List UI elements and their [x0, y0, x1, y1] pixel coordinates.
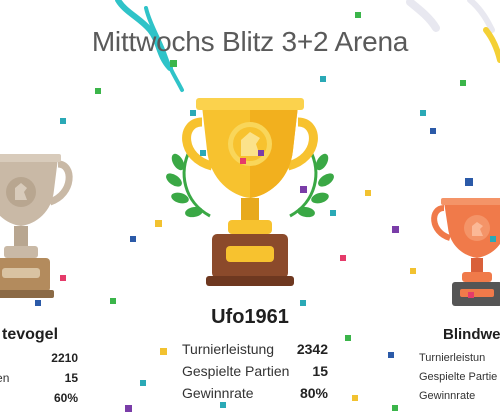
- stat-label: Gespielte Partien: [182, 363, 290, 379]
- confetti-piece: [340, 255, 346, 261]
- confetti-piece: [130, 236, 136, 242]
- confetti-piece: [410, 268, 416, 274]
- confetti-piece: [110, 298, 116, 304]
- stat-label: Gewinnrate: [182, 385, 254, 401]
- confetti-piece: [60, 275, 66, 281]
- player-stats: leistung 2210 te Partien 15 rate 60%: [0, 351, 78, 411]
- confetti-piece: [388, 352, 394, 358]
- confetti-piece: [465, 178, 473, 186]
- stat-label: Gewinnrate: [419, 390, 476, 402]
- confetti-piece: [420, 110, 426, 116]
- stat-label: Gespielte Partie: [419, 371, 498, 383]
- confetti-piece: [240, 158, 246, 164]
- silver-trophy-icon: [0, 154, 73, 298]
- confetti-piece: [35, 300, 41, 306]
- gold-trophy-icon: [166, 98, 334, 286]
- podium-third-place: Blindwe Turnierleistun Gespielte Partie …: [400, 0, 500, 420]
- podium-first-place: Ufo1961 Turnierleistung 2342 Gespielte P…: [150, 0, 350, 420]
- stat-label: Turnierleistung: [182, 341, 275, 357]
- confetti-piece: [460, 80, 466, 86]
- stat-value: 15: [64, 371, 78, 385]
- confetti-piece: [155, 220, 162, 227]
- player-stats: Turnierleistung 2342 Gespielte Partien 1…: [182, 341, 328, 407]
- confetti-piece: [490, 236, 496, 242]
- confetti-piece: [220, 402, 226, 408]
- confetti-piece: [430, 128, 436, 134]
- confetti-piece: [392, 405, 398, 411]
- confetti-piece: [320, 76, 326, 82]
- player-name[interactable]: Blindwe: [443, 326, 500, 343]
- confetti-piece: [60, 118, 66, 124]
- confetti-piece: [300, 186, 307, 193]
- confetti-piece: [125, 405, 132, 412]
- tournament-title: Mittwochs Blitz 3+2 Arena: [91, 26, 409, 57]
- confetti-piece: [170, 60, 177, 67]
- player-stats: Turnierleistun Gespielte Partie Gewinnra…: [419, 352, 500, 409]
- confetti-piece: [365, 190, 371, 196]
- stat-value: 2342: [296, 341, 328, 357]
- stat-value: 2210: [51, 351, 78, 365]
- stat-value: 60%: [53, 391, 78, 405]
- confetti-piece: [352, 395, 358, 401]
- confetti-piece: [345, 335, 351, 341]
- confetti-piece: [355, 12, 361, 18]
- confetti-piece: [200, 150, 206, 156]
- bronze-trophy-icon: [431, 198, 500, 306]
- player-name[interactable]: Ufo1961: [211, 306, 289, 328]
- stat-value: 15: [312, 363, 328, 379]
- confetti-piece: [300, 300, 306, 306]
- confetti-piece: [258, 150, 264, 156]
- player-name[interactable]: tevogel: [2, 326, 59, 343]
- podium-second-place: tevogel leistung 2210 te Partien 15 rate…: [0, 0, 110, 420]
- confetti-piece: [330, 210, 336, 216]
- confetti-piece: [140, 380, 146, 386]
- confetti-piece: [468, 292, 474, 298]
- confetti-piece: [95, 88, 101, 94]
- confetti-piece: [160, 348, 167, 355]
- stat-label: Turnierleistun: [419, 352, 486, 364]
- stat-label: te Partien: [0, 371, 10, 385]
- confetti-piece: [190, 110, 196, 116]
- stat-value: 80%: [299, 385, 328, 401]
- confetti-piece: [392, 226, 399, 233]
